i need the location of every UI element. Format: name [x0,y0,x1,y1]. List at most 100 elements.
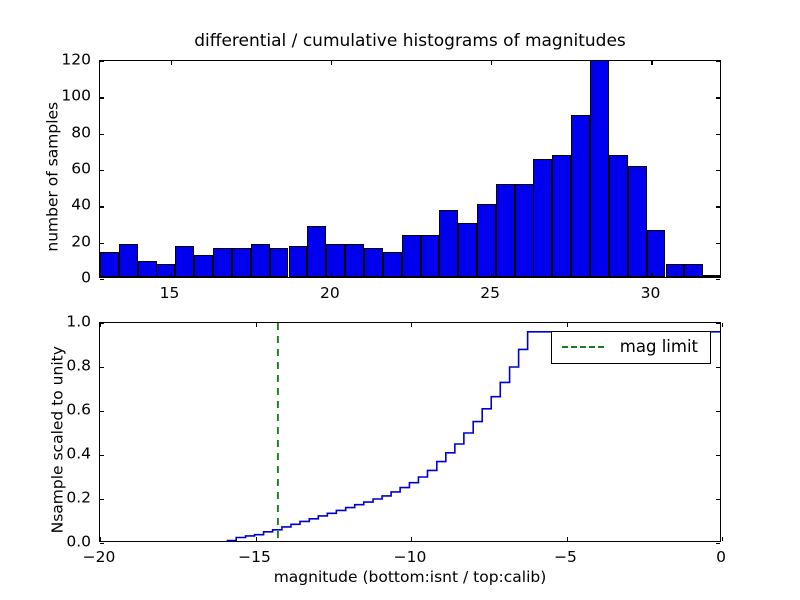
histogram-bar [703,275,720,277]
x-tick-mark [100,537,102,541]
histogram-bar [665,264,685,277]
histogram-bar [269,247,289,277]
y-tick-mark [100,411,104,413]
y-tick-mark [716,97,720,99]
x-tick-mark [170,273,172,277]
histogram-bar [232,247,251,277]
histogram-bar [495,184,515,277]
y-tick-label: 60 [71,159,91,178]
top-axes-ylabel: number of samples [43,101,62,252]
histogram-bar [382,251,402,277]
y-tick-mark [100,367,104,369]
y-tick-label: 0.4 [66,444,91,463]
y-tick-label: 0 [81,268,91,287]
legend[interactable]: mag limit [550,331,711,364]
histogram-bar [533,158,553,277]
histogram-bar [194,255,214,277]
y-tick-label: 100 [61,86,91,105]
histogram-bar [609,155,628,277]
y-tick-mark [100,279,104,281]
x-tick-mark [411,537,413,541]
histogram-bar [458,222,477,277]
y-tick-label: 80 [71,122,91,141]
x-tick-mark [566,537,568,541]
x-tick-label: −15 [238,548,271,566]
x-tick-label: −20 [82,548,116,566]
histogram-bar [175,246,195,277]
histogram-bar [439,209,459,277]
x-tick-mark [411,323,413,327]
y-tick-label: 0.2 [66,488,91,507]
y-tick-mark [716,133,720,135]
histogram-bars-layer [100,61,720,277]
y-tick-mark [716,170,720,172]
x-tick-mark [255,323,257,327]
x-tick-mark [722,323,724,327]
x-tick-label: 15 [159,284,180,302]
histogram-bar [514,184,534,277]
x-tick-label: 0 [716,548,726,566]
y-tick-mark [716,61,720,63]
cumulative-plot-layer [100,323,720,541]
histogram-bar [250,244,270,277]
y-tick-mark [100,133,104,135]
y-tick-mark [716,279,720,281]
bottom-axes-ylabel: Nsample scaled to unity [48,346,67,534]
histogram-bar [156,264,176,277]
y-tick-mark [100,543,104,545]
histogram-bar [571,115,591,277]
differential-histogram-axes [99,60,721,281]
histogram-bar [100,251,119,277]
y-tick-mark [100,323,104,325]
y-tick-mark [716,499,720,501]
histogram-bar [401,235,421,277]
histogram-bar [420,235,440,277]
x-tick-mark [330,273,333,277]
legend-item-mag-limit-label: mag limit [619,337,698,356]
x-tick-label: −5 [554,548,577,566]
y-tick-mark [716,323,720,325]
y-tick-mark [716,367,720,369]
y-tick-label: 120 [61,50,91,69]
y-tick-label: 0.0 [66,532,91,551]
histogram-bar [137,260,157,277]
y-tick-mark [716,455,720,457]
y-tick-mark [100,206,104,208]
histogram-bar [477,204,496,277]
bottom-axes-xlabel: magnitude (bottom:isnt / top:calib) [273,568,547,586]
y-tick-mark [716,411,720,413]
histogram-bar [363,247,383,277]
y-tick-mark [100,499,104,501]
x-tick-mark [491,61,493,65]
x-tick-label: 25 [480,284,501,302]
histogram-bar [307,226,327,277]
y-tick-label: 1.0 [66,312,91,331]
cumulative-histogram-axes: mag limit [99,322,724,545]
x-tick-mark [651,61,653,65]
x-tick-label: 20 [319,284,340,302]
y-tick-mark [100,170,104,172]
histogram-bar [213,247,233,277]
y-tick-mark [100,455,104,457]
histogram-bar [590,61,610,277]
x-tick-label: 30 [640,284,661,302]
y-tick-mark [716,543,720,545]
x-tick-mark [722,537,724,541]
x-tick-mark [651,273,653,277]
histogram-bar [552,155,572,277]
histogram-bar [684,264,704,277]
x-tick-mark [170,61,172,65]
y-tick-label: 0.8 [66,356,91,375]
page-title: differential / cumulative histograms of … [194,31,626,51]
x-tick-mark [255,537,257,541]
cumulative-curve [226,331,720,541]
y-tick-label: 0.6 [66,400,91,419]
y-tick-mark [100,97,104,99]
histogram-bar [288,246,308,277]
x-tick-mark [566,323,568,327]
y-tick-mark [100,242,104,244]
histogram-bar [326,244,346,277]
cumulative-curve-svg [226,323,720,541]
x-tick-mark [100,323,102,327]
